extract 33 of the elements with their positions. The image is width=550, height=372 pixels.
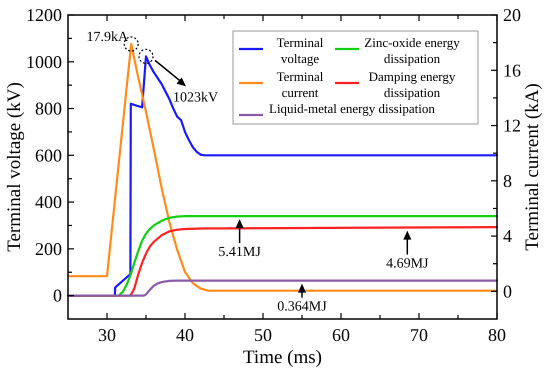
x-axis-title: Time (ms) [242, 347, 322, 368]
y-axis-title: Terminal voltage (kV) [4, 82, 25, 252]
annotation: 17.9kA [86, 30, 130, 46]
annotation: 4.69MJ [386, 256, 430, 272]
y2-tick-label: 12 [503, 116, 521, 136]
x-tick-label: 80 [488, 325, 506, 345]
y2-tick-label: 20 [503, 5, 521, 25]
x-tick-label: 70 [410, 325, 428, 345]
annotation: 5.41MJ [218, 245, 262, 260]
y-tick-label: 800 [35, 98, 62, 119]
line-series [66, 280, 498, 297]
y2-tick-label: 8 [503, 170, 512, 191]
y-tick-label: 200 [35, 238, 62, 259]
annotation: 1023kV [173, 90, 218, 106]
x-tick-label: 40 [176, 325, 194, 345]
legend-label: Damping energy dissipation [368, 69, 456, 100]
legend-label: Zinc-oxide energy dissipation [364, 35, 460, 66]
y-tick-label: 400 [35, 192, 62, 212]
y2-tick-label: 4 [503, 226, 512, 246]
y-tick-label: 1200 [26, 5, 62, 25]
x-tick-label: 60 [332, 325, 350, 345]
y2-tick-label: 0 [503, 281, 512, 302]
y-tick-label: 1000 [26, 52, 62, 72]
y2-axis-title: Terminal current (kA) [522, 83, 543, 251]
y-tick-label: 0 [53, 286, 62, 306]
annotation: 0.364MJ [277, 300, 328, 315]
legend-label: Terminal voltage [276, 35, 324, 66]
y2-tick-label: 16 [503, 60, 521, 80]
legend-label: Terminal current [276, 69, 324, 100]
y-tick-label: 600 [35, 145, 62, 166]
legend-label: Liquid-metal energy dissipation [269, 101, 436, 116]
x-tick-label: 30 [98, 325, 116, 345]
x-tick-label: 50 [254, 325, 272, 345]
